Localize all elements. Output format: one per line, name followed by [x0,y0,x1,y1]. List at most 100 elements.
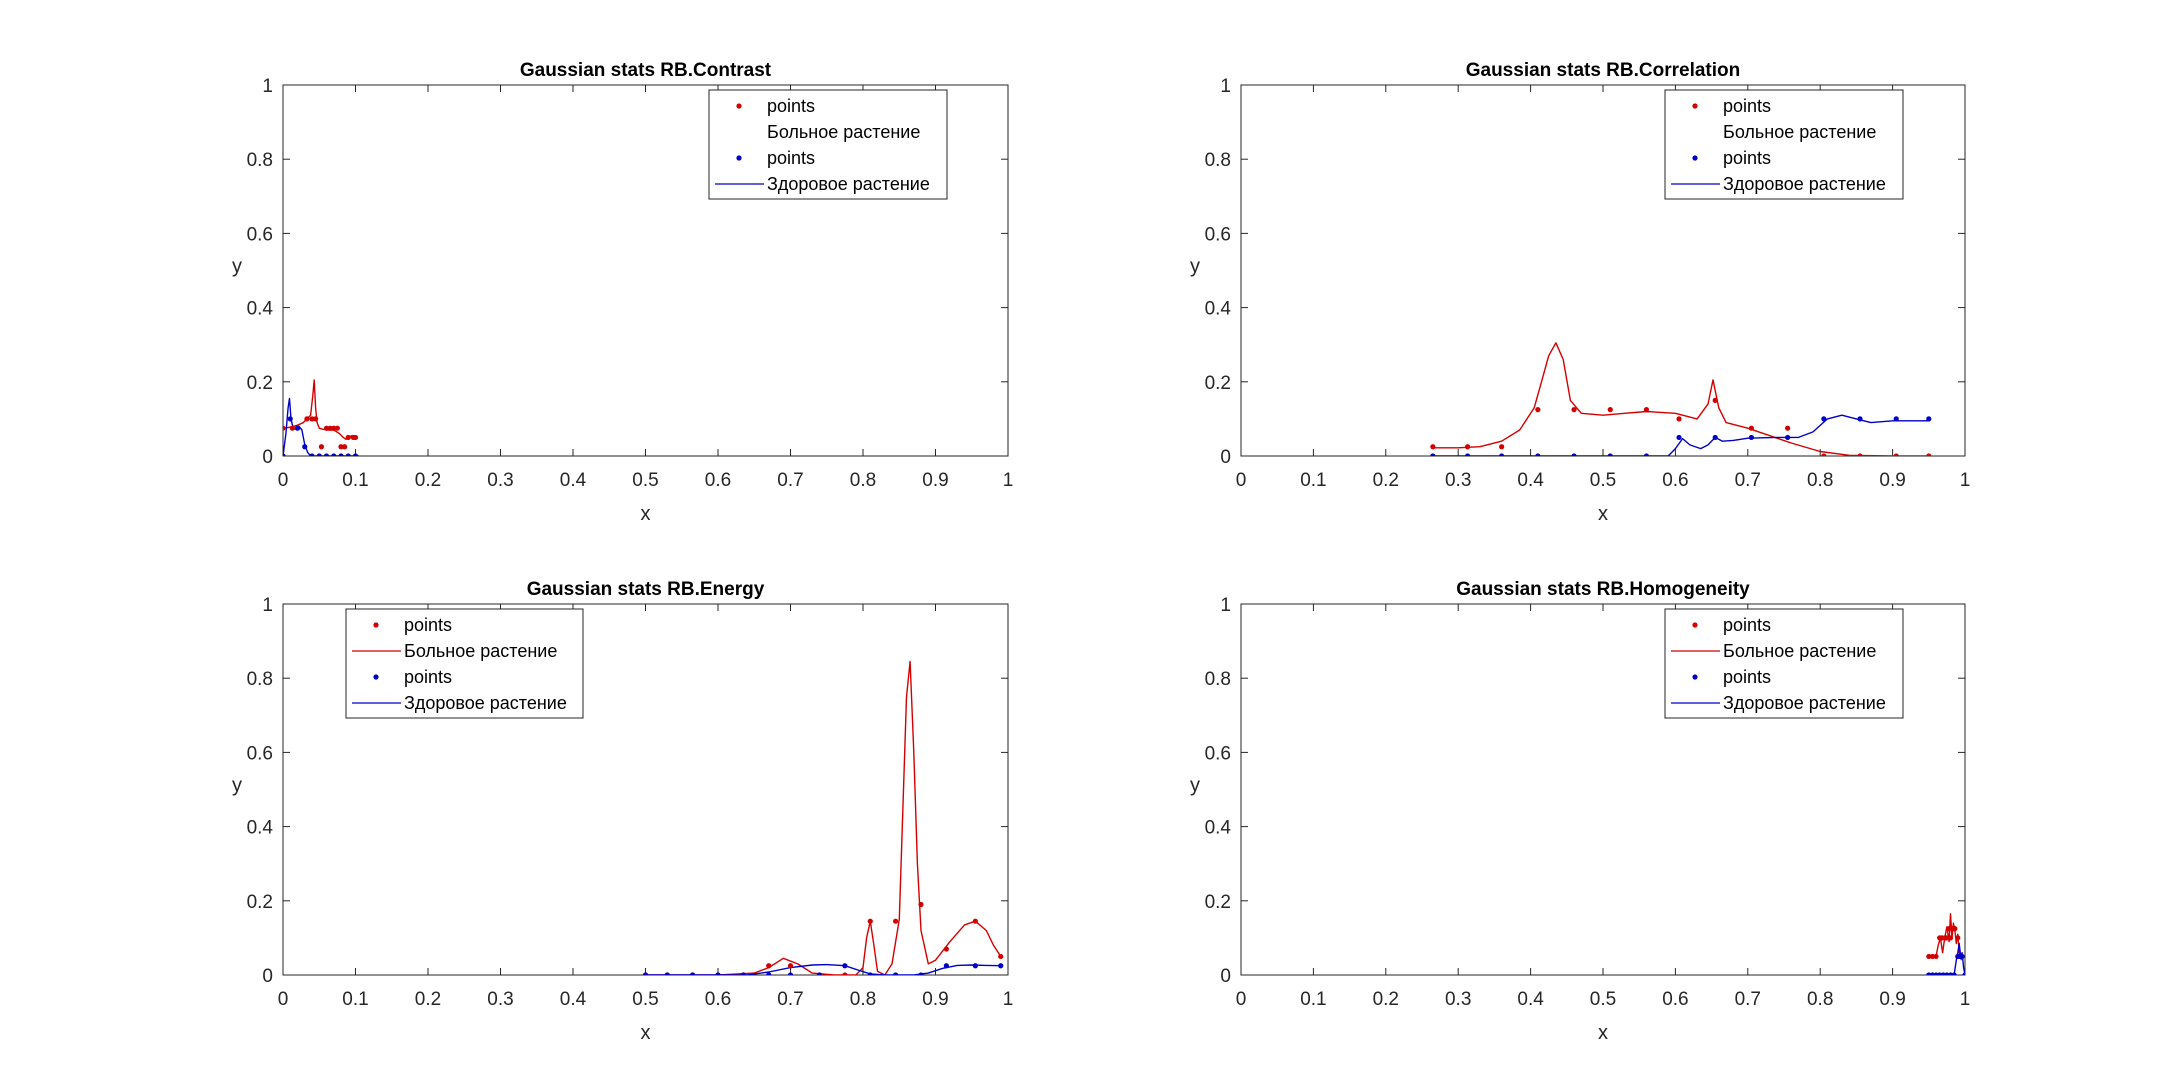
legend-entry-label: Здоровое растение [767,174,930,194]
x-tick-label: 0.4 [560,989,587,1010]
chart-title: Gaussian stats RB.Correlation [1466,60,1741,81]
x-tick-label: 0.2 [1373,470,1399,491]
x-tick-label: 0.2 [415,989,441,1010]
data-point-sick-points [1946,926,1952,932]
x-tick-label: 0 [1236,470,1247,491]
data-point-healthy-points [345,453,351,456]
x-tick-label: 0.9 [922,470,948,491]
data-point-healthy-points [1571,453,1577,456]
legend-marker-point [736,155,742,161]
y-tick-label: 0 [262,966,273,987]
data-point-sick-points [345,434,351,441]
data-point-sick-points [766,963,772,969]
y-axis-label: y [1190,775,1200,797]
y-tick-label: 0.8 [247,150,273,171]
y-tick-label: 0 [1220,966,1231,987]
data-point-sick-points [309,416,315,422]
y-tick-label: 0.8 [1205,669,1231,690]
data-point-sick-points [1785,425,1791,431]
data-point-sick-points [1926,453,1932,456]
y-tick-label: 0.4 [247,299,274,320]
legend-entry-label: Больное растение [1723,122,1876,142]
data-point-healthy-points [664,972,670,975]
chart-panel-3: 0 0.1 0.2 0.3 0.4 0.5 0.6 0.7 0.8 0.9 1 0 0.2 0.4 0.6 0… [232,579,1013,1044]
data-point-sick-points [1643,407,1650,413]
data-point-sick-points [998,953,1004,960]
data-point-sick-points [972,918,978,924]
legend-entry-label: points [1723,148,1771,168]
x-tick-label: 0.9 [922,989,948,1010]
x-tick-label: 0.1 [1300,470,1326,491]
x-axis-label: x [641,1022,651,1044]
y-tick-label: 0 [1220,447,1231,468]
legend-entry-label: points [1723,615,1771,635]
data-point-sick-points [352,434,359,441]
data-point-healthy-points [842,963,848,969]
data-point-healthy-points [642,972,649,975]
chart-panel-4: 0 0.1 0.2 0.3 0.4 0.5 0.6 0.7 0.8 0.9 1 0 0.2 0.4 0.6 0… [1190,579,1970,1044]
data-point-sick-points [342,444,348,450]
data-point-healthy-points [1748,434,1755,441]
data-point-sick-points [1676,416,1682,422]
x-tick-label: 0.6 [705,989,731,1010]
x-tick-label: 0.6 [1662,470,1688,491]
data-point-sick-points [304,416,310,422]
x-tick-label: 0 [278,470,289,491]
x-tick-label: 0.6 [705,470,731,491]
data-point-healthy-points [294,425,301,431]
data-point-sick-points [1929,953,1936,960]
data-point-healthy-points [943,963,949,969]
x-tick-label: 0.4 [1517,470,1544,491]
legend-entry-label: points [767,148,815,168]
data-point-healthy-points [1465,453,1471,456]
data-point-sick-points [338,444,344,450]
x-tick-label: 1 [1960,989,1971,1010]
data-point-sick-points [1952,926,1958,932]
x-axis-label: x [1598,1022,1608,1044]
y-tick-label: 0.6 [1205,743,1231,764]
y-tick-label: 0.2 [1205,373,1231,394]
series-line-healthy-line [1928,942,1965,975]
data-point-healthy-points [1962,972,1965,975]
series-line-sick-line [1928,913,1963,961]
data-point-healthy-points [287,416,293,422]
legend-box [345,608,584,719]
series-line-sick-line [1432,342,1929,456]
y-tick-label: 0.4 [1205,299,1232,320]
data-point-sick-points [1499,444,1505,450]
data-point-healthy-points [1535,453,1541,456]
legend-entry-label: Здоровое растение [1723,693,1886,713]
data-point-sick-points [842,972,848,975]
data-point-sick-points [1821,453,1827,456]
x-tick-label: 0.8 [850,470,876,491]
y-axis-label: y [232,256,242,278]
data-point-sick-points [1465,444,1471,450]
legend-marker-point [373,674,379,680]
data-point-healthy-points [352,453,359,456]
y-tick-label: 0.2 [247,373,273,394]
legend: points Больное растение points Здоровое рас… [1664,89,1904,200]
x-tick-label: 0.7 [777,989,803,1010]
y-axis-label: y [232,775,242,797]
x-tick-label: 0.5 [632,989,658,1010]
data-point-healthy-points [302,444,308,450]
y-tick-label: 0.8 [247,669,273,690]
data-point-healthy-points [1857,416,1863,422]
x-tick-label: 0.7 [1735,989,1761,1010]
data-point-sick-points [893,918,899,924]
x-tick-label: 0.5 [1590,989,1616,1010]
data-point-sick-points [1571,407,1577,413]
legend-entry-label: Здоровое растение [1723,174,1886,194]
x-tick-label: 0 [278,989,289,1010]
x-tick-label: 0.5 [632,470,658,491]
data-point-sick-points [1430,444,1436,450]
legend-marker-point [1692,622,1698,628]
chart-panel-1: 0 0.1 0.2 0.3 0.4 0.5 0.6 0.7 0.8 0.9 1 0 0.2 0.4 0.6 0… [232,60,1013,525]
data-point-sick-points [1944,935,1950,941]
y-tick-label: 0.6 [247,224,273,245]
plot-data [283,379,360,456]
legend-marker-point [1692,103,1698,109]
legend-marker-point [1692,155,1698,161]
x-tick-label: 0.1 [342,470,368,491]
data-point-sick-points [327,425,333,431]
